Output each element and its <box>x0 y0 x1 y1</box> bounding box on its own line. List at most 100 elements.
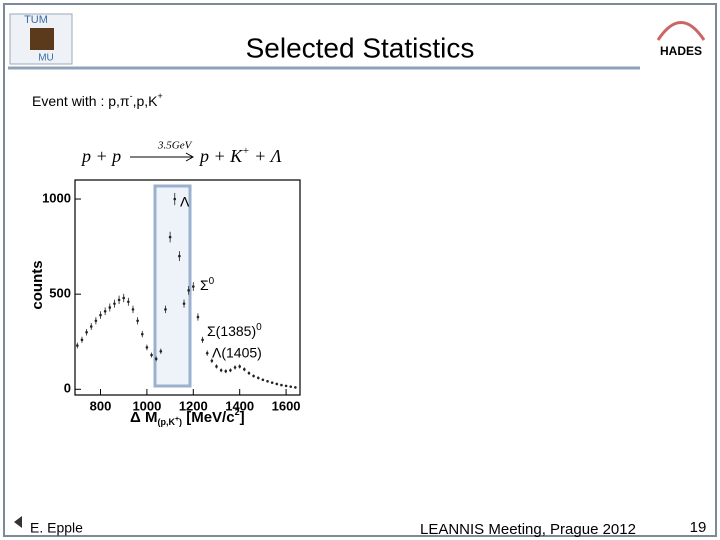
text-part: Σ <box>200 277 209 293</box>
data-point <box>145 346 149 349</box>
y-axis-label: counts <box>29 260 46 309</box>
data-point <box>266 380 269 383</box>
event-text: Event with : p,π-,p,K+ <box>32 91 163 108</box>
reaction-arrowhead <box>185 152 195 162</box>
reaction-energy: 3.5GeV <box>157 140 193 152</box>
annotations: Λ Σ0 Σ(1385)0 Λ(1405) <box>180 194 262 361</box>
data-point <box>94 319 98 323</box>
data-point <box>252 374 255 378</box>
meeting: LEANNIS Meeting, Prague 2012 <box>420 521 636 538</box>
slide-title: Selected Statistics <box>246 32 475 63</box>
data-point <box>89 325 93 328</box>
text-sup: + <box>242 145 249 157</box>
data-point <box>275 382 279 386</box>
plot: 0 500 1000 800 1000 1200 1400 1600 <box>42 179 301 413</box>
data-point <box>196 315 200 319</box>
data-point <box>122 296 126 300</box>
y-tick-label: 1000 <box>42 190 71 205</box>
y-tick-label: 0 <box>64 381 71 396</box>
text-part: [MeV/c <box>182 409 235 426</box>
logo-arc <box>656 21 706 41</box>
text-sup: 0 <box>209 276 215 287</box>
text-sup: - <box>130 91 133 101</box>
text-sup: + <box>175 416 179 423</box>
data-point <box>256 376 260 380</box>
annotation: Λ <box>180 194 190 210</box>
text-part: + Λ <box>250 146 282 166</box>
data-point <box>219 368 223 372</box>
text-sub: (p,K <box>157 417 175 427</box>
reaction: p + p 3.5GeV p + K+ + Λ <box>80 140 282 167</box>
data-point <box>215 365 218 368</box>
data-point <box>117 298 121 302</box>
logo-text: HADES <box>660 44 702 58</box>
data-point <box>150 353 153 357</box>
data-point <box>238 365 241 368</box>
annotation: Σ(1385)0 <box>207 322 262 339</box>
data-point <box>173 197 177 201</box>
data-point <box>280 383 283 387</box>
data-point <box>178 254 181 258</box>
y-tick-label: 500 <box>49 286 71 301</box>
data-point <box>164 308 167 311</box>
text-part: ] <box>240 409 245 426</box>
plot-frame <box>74 179 301 396</box>
text-sup: 0 <box>256 322 262 333</box>
data-point <box>154 357 158 361</box>
data-point <box>168 235 172 239</box>
data-point <box>191 285 195 288</box>
data-point <box>201 338 204 342</box>
text-part: Event with : p,π <box>32 93 130 109</box>
data-point <box>85 330 88 334</box>
text-sup: 2 <box>235 407 240 417</box>
data-point <box>113 302 116 305</box>
logo-image <box>30 28 54 50</box>
x-tick-label: 1200 <box>179 398 208 413</box>
data-point <box>243 368 246 371</box>
data-point <box>136 319 139 323</box>
x-tick-label: 1400 <box>225 398 254 413</box>
data-point <box>76 344 79 347</box>
data-point <box>247 371 251 375</box>
reaction-left: p + p <box>80 146 121 166</box>
reaction-right: p + K+ + Λ <box>198 145 282 167</box>
data-point <box>131 308 135 311</box>
data-point <box>99 313 102 317</box>
data-point <box>229 368 232 372</box>
data-point <box>261 378 265 382</box>
mass-window <box>153 184 192 388</box>
page-number: 19 <box>690 519 707 536</box>
data-point <box>205 351 209 355</box>
text-part: Δ M <box>130 409 157 426</box>
data-point <box>103 309 107 313</box>
data-point <box>108 306 112 309</box>
annotation: Λ(1405) <box>212 345 262 361</box>
data-point <box>187 289 190 292</box>
data-point <box>140 332 144 336</box>
author-icon <box>14 516 22 528</box>
data-point <box>224 369 228 373</box>
text-part: Σ(1385) <box>207 323 256 339</box>
x-tick-label: 1600 <box>272 398 301 413</box>
data-point <box>80 338 84 342</box>
data-point <box>233 366 237 369</box>
data-point <box>210 359 214 363</box>
data-point <box>127 300 130 304</box>
text-part: ,p,K <box>133 93 159 109</box>
slide-frame <box>3 3 717 537</box>
data-point <box>182 302 186 305</box>
x-axis-label: Δ M(p,K+) [MeV/c2] <box>130 407 245 427</box>
data-point <box>270 381 274 384</box>
text-sup: + <box>158 91 163 101</box>
x-tick-label: 1000 <box>132 398 161 413</box>
data-point <box>294 386 297 389</box>
logo-text: TUM <box>24 14 48 26</box>
data-point <box>159 349 163 353</box>
text-part: p + K <box>198 146 243 166</box>
data-point <box>289 385 293 388</box>
x-tick-label: 800 <box>90 398 112 413</box>
author: E. Epple <box>30 520 83 536</box>
data-point <box>284 384 288 388</box>
logo-text: MU <box>38 53 54 64</box>
